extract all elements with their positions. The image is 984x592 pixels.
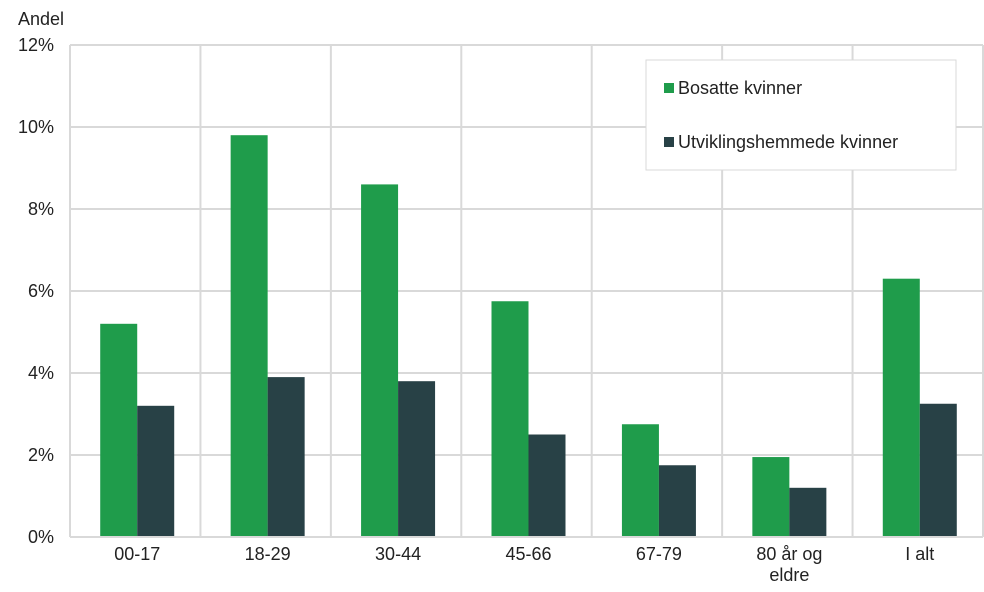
y-tick-label: 4% <box>28 363 54 383</box>
x-tick-label: 18-29 <box>245 544 291 564</box>
bar-utviklingshemmede-3 <box>528 434 566 537</box>
bar-utviklingshemmede-2 <box>398 381 436 537</box>
bar-bosatte-0 <box>100 323 138 537</box>
y-tick-label: 6% <box>28 281 54 301</box>
legend-box <box>645 59 957 171</box>
legend: Bosatte kvinner Utviklingshemmede kvinne… <box>645 59 957 171</box>
legend-label-bosatte: Bosatte kvinner <box>678 78 802 98</box>
grid <box>69 44 984 538</box>
bar-utviklingshemmede-4 <box>658 465 696 537</box>
bar-bosatte-5 <box>752 457 790 537</box>
bar-bosatte-4 <box>621 424 659 537</box>
y-tick-label: 10% <box>18 117 54 137</box>
bar-utviklingshemmede-6 <box>919 403 957 537</box>
x-tick-label: 30-44 <box>375 544 421 564</box>
legend-swatch-utviklingshemmede <box>664 137 674 147</box>
y-tick-label: 8% <box>28 199 54 219</box>
bar-utviklingshemmede-0 <box>137 405 175 537</box>
bars <box>100 135 957 537</box>
legend-label-utviklingshemmede: Utviklingshemmede kvinner <box>678 132 898 152</box>
axes: 0% 2% 4% 6% 8% 10% 12% 00-17 18-29 30-44 45-66 67-7… <box>18 35 983 585</box>
bar-bosatte-1 <box>230 135 268 537</box>
legend-swatch-bosatte <box>664 83 674 93</box>
y-tick-label: 0% <box>28 527 54 547</box>
y-axis-title: Andel <box>18 9 64 29</box>
x-tick-label: 67-79 <box>636 544 682 564</box>
bar-utviklingshemmede-1 <box>267 377 305 537</box>
x-tick-label: 80 år og eldre <box>756 544 822 585</box>
y-tick-label: 2% <box>28 445 54 465</box>
x-tick-label: 00-17 <box>114 544 160 564</box>
bar-utviklingshemmede-5 <box>789 487 827 537</box>
x-tick-label: 45-66 <box>505 544 551 564</box>
bar-bosatte-6 <box>882 278 920 537</box>
bar-bosatte-2 <box>361 184 399 537</box>
bar-bosatte-3 <box>491 301 529 537</box>
x-tick-label: I alt <box>905 544 934 564</box>
y-tick-label: 12% <box>18 35 54 55</box>
